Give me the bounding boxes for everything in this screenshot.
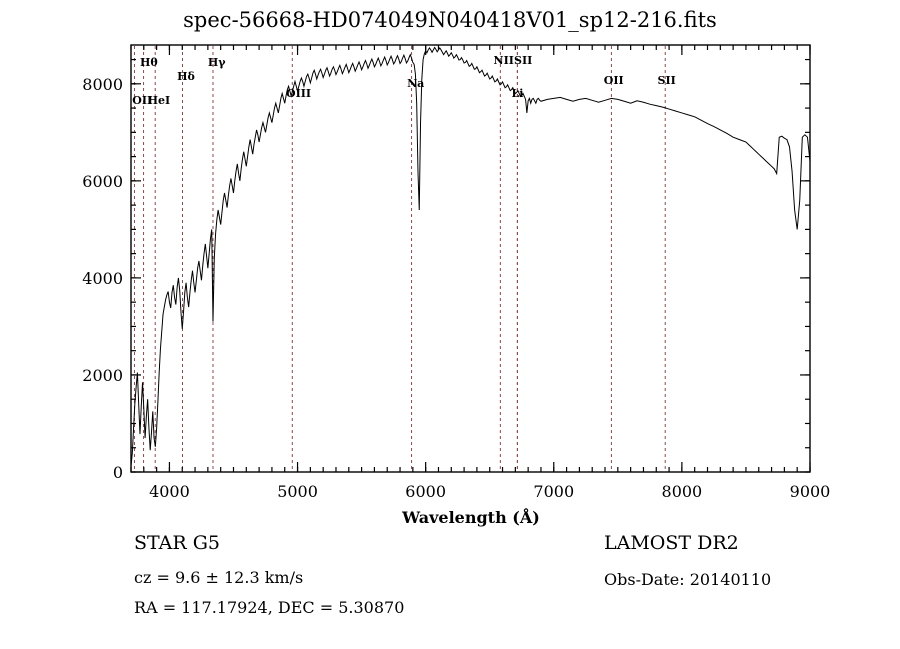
y-tick-label: 6000 [82,171,123,191]
spectral-line-label: HeI [147,93,171,107]
y-tick-label: 8000 [82,74,123,94]
redshift-velocity-text: cz = 9.6 ± 12.3 km/s [134,568,304,587]
spectral-line-label: Hθ [139,55,158,69]
x-axis-title: Wavelength (Å) [402,508,540,527]
survey-name-text: LAMOST DR2 [604,532,739,554]
x-tick-label: 5000 [277,482,318,501]
x-tick-label: 8000 [661,482,703,501]
object-class-text: STAR G5 [134,532,220,554]
spectral-line-label: OII [603,73,624,87]
spectral-line-label: Hδ [177,70,195,84]
spectral-line-label: SII [657,73,676,87]
x-tick-label: 7000 [533,482,575,501]
spectrum-trace [130,46,811,467]
y-tick-label: 0 [112,463,123,482]
x-tick-label: 9000 [789,482,831,501]
x-tick-label: 6000 [405,482,447,501]
spectral-line-label: Li [511,87,524,101]
coordinates-text: RA = 117.17924, DEC = 5.30870 [134,598,405,617]
page-title: spec-56668-HD074049N040418V01_sp12-216.f… [183,8,717,32]
metadata-footer: STAR G5 cz = 9.6 ± 12.3 km/s RA = 117.17… [0,528,900,648]
observation-date-text: Obs-Date: 20140110 [604,570,772,589]
y-tick-label: 2000 [82,365,123,385]
spectral-line-label: SII [514,53,533,67]
spectral-line-label: NII [493,53,514,67]
spectral-line-label: Na [407,76,425,90]
y-tick-label: 4000 [82,268,123,288]
plot-frame [130,44,811,473]
spectral-line-label: OIII [286,86,312,100]
x-tick-label: 4000 [149,482,190,501]
spectral-line-label: OII [132,93,153,107]
spectral-line-label: Hγ [207,55,226,69]
